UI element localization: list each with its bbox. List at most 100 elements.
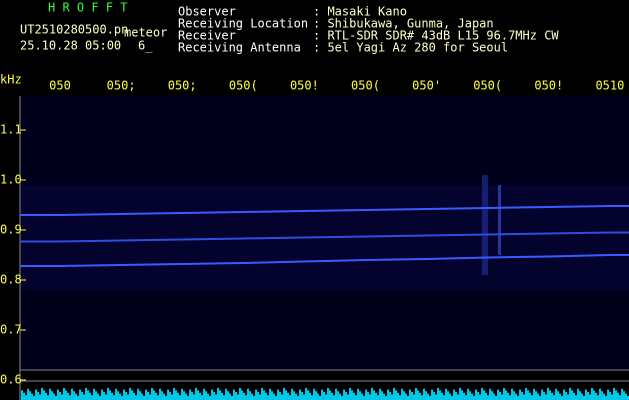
strip-bar bbox=[569, 388, 571, 400]
strip-bar bbox=[427, 393, 429, 400]
strip-bar bbox=[73, 391, 75, 400]
strip-bar bbox=[333, 395, 335, 400]
strip-bar bbox=[429, 396, 431, 400]
strip-bar bbox=[337, 391, 339, 400]
strip-bar bbox=[415, 388, 417, 400]
strip-bar bbox=[621, 388, 623, 400]
strip-bar bbox=[231, 396, 233, 400]
strip-bar bbox=[493, 393, 495, 400]
strip-bar bbox=[89, 392, 91, 400]
strip-bar bbox=[241, 390, 243, 400]
field-value: : Masaki Kano bbox=[313, 5, 407, 19]
strip-bar bbox=[269, 388, 271, 400]
strip-bar bbox=[135, 395, 137, 400]
strip-bar bbox=[257, 392, 259, 400]
strip-bar bbox=[237, 394, 239, 400]
strip-bar bbox=[387, 389, 389, 400]
strip-bar bbox=[515, 393, 517, 400]
strip-bar bbox=[253, 396, 255, 400]
strip-bar bbox=[489, 388, 491, 400]
strip-bar bbox=[247, 388, 249, 400]
strip-bar bbox=[497, 389, 499, 400]
strip-bar bbox=[201, 395, 203, 400]
strip-bar bbox=[399, 395, 401, 400]
strip-bar bbox=[419, 392, 421, 400]
strip-bar bbox=[513, 391, 515, 400]
strip-bar bbox=[155, 392, 157, 400]
strip-bar bbox=[533, 388, 535, 400]
extra: 6_ bbox=[138, 39, 153, 53]
strip-bar bbox=[311, 395, 313, 400]
strip-bar bbox=[27, 388, 29, 400]
strip-bar bbox=[589, 394, 591, 400]
field-value: : Shibukawa, Gunma, Japan bbox=[313, 17, 494, 31]
datetime: 25.10.28 05:00 bbox=[20, 39, 121, 53]
x-tick-label: 050! bbox=[290, 79, 319, 93]
strip-bar bbox=[159, 388, 161, 400]
strip-bar bbox=[555, 388, 557, 400]
strip-bar bbox=[171, 394, 173, 400]
strip-bar bbox=[453, 389, 455, 400]
strip-bar bbox=[389, 392, 391, 400]
strip-bar bbox=[203, 388, 205, 400]
strip-bar bbox=[581, 393, 583, 400]
strip-bar bbox=[477, 392, 479, 400]
strip-bar bbox=[463, 392, 465, 400]
strip-bar bbox=[501, 394, 503, 400]
x-tick-label: 050( bbox=[229, 79, 258, 93]
strip-bar bbox=[537, 393, 539, 400]
strip-bar bbox=[595, 392, 597, 400]
strip-bar bbox=[273, 393, 275, 400]
strip-bar bbox=[105, 394, 107, 400]
strip-bar bbox=[393, 388, 395, 400]
y-tick-label: 0.7 bbox=[0, 323, 22, 337]
strip-bar bbox=[183, 391, 185, 400]
strip-bar bbox=[85, 388, 87, 400]
strip-bar bbox=[523, 394, 525, 400]
strip-bar bbox=[261, 388, 263, 400]
strip-bar bbox=[377, 395, 379, 400]
strip-bar bbox=[409, 389, 411, 400]
strip-bar bbox=[353, 392, 355, 400]
field-label: Receiver bbox=[178, 29, 236, 43]
strip-bar bbox=[189, 389, 191, 400]
strip-bar bbox=[111, 392, 113, 400]
strip-bar bbox=[551, 392, 553, 400]
field-label: Receiving Location bbox=[178, 17, 308, 31]
strip-bar bbox=[391, 394, 393, 400]
strip-bar bbox=[213, 392, 215, 400]
strip-bar bbox=[249, 391, 251, 400]
strip-bar bbox=[473, 396, 475, 400]
strip-bar bbox=[531, 395, 533, 400]
strip-bar bbox=[439, 390, 441, 400]
x-tick-label: 050( bbox=[473, 79, 502, 93]
strip-bar bbox=[335, 388, 337, 400]
strip-bar bbox=[339, 393, 341, 400]
strip-bar bbox=[321, 389, 323, 400]
strip-bar bbox=[547, 388, 549, 400]
strip-bar bbox=[293, 391, 295, 400]
strip-bar bbox=[557, 391, 559, 400]
strip-bar bbox=[459, 388, 461, 400]
strip-bar bbox=[81, 392, 83, 400]
strip-bar bbox=[617, 392, 619, 400]
strip-bar bbox=[209, 396, 211, 400]
strip-bar bbox=[137, 388, 139, 400]
kind: meteor bbox=[124, 26, 167, 40]
strip-bar bbox=[83, 394, 85, 400]
strip-bar bbox=[549, 390, 551, 400]
app-name: H R O F F T bbox=[48, 1, 127, 15]
strip-bar bbox=[221, 392, 223, 400]
strip-bar bbox=[77, 396, 79, 400]
x-tick-label: 050; bbox=[107, 79, 136, 93]
strip-bar bbox=[289, 395, 291, 400]
x-tick-label: 050; bbox=[168, 79, 197, 93]
strip-bar bbox=[455, 392, 457, 400]
strip-bar bbox=[35, 389, 37, 400]
strip-bar bbox=[597, 395, 599, 400]
strip-bar bbox=[119, 393, 121, 400]
strip-bar bbox=[215, 394, 217, 400]
strip-bar bbox=[585, 389, 587, 400]
strip-bar bbox=[95, 391, 97, 400]
strip-bar bbox=[75, 393, 77, 400]
